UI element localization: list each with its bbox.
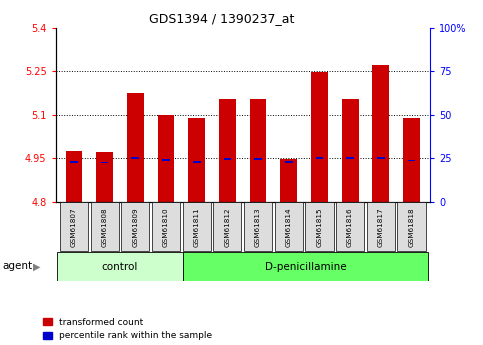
Bar bbox=[336, 202, 364, 252]
Bar bbox=[372, 65, 389, 202]
Bar bbox=[183, 253, 428, 280]
Bar bbox=[127, 93, 144, 202]
Text: GSM61810: GSM61810 bbox=[163, 207, 169, 247]
Bar bbox=[315, 157, 323, 159]
Bar bbox=[305, 202, 334, 252]
Text: GSM61818: GSM61818 bbox=[409, 207, 414, 247]
Text: GDS1394 / 1390237_at: GDS1394 / 1390237_at bbox=[150, 12, 295, 25]
Bar bbox=[408, 160, 415, 161]
Bar bbox=[70, 161, 78, 163]
Bar bbox=[275, 202, 303, 252]
Bar bbox=[213, 202, 242, 252]
Text: GSM61815: GSM61815 bbox=[316, 207, 323, 247]
Text: GSM61808: GSM61808 bbox=[101, 207, 108, 247]
Bar bbox=[398, 202, 426, 252]
Bar bbox=[224, 158, 231, 160]
Bar bbox=[96, 152, 113, 202]
Text: GSM61807: GSM61807 bbox=[71, 207, 77, 247]
Bar bbox=[183, 202, 211, 252]
Text: agent: agent bbox=[2, 262, 32, 271]
Bar bbox=[188, 118, 205, 202]
Bar bbox=[162, 159, 170, 161]
Bar bbox=[60, 202, 88, 252]
Bar bbox=[254, 158, 262, 160]
Bar bbox=[367, 202, 395, 252]
Bar bbox=[57, 253, 183, 280]
Bar bbox=[311, 72, 328, 202]
Bar bbox=[341, 99, 358, 202]
Bar bbox=[377, 157, 384, 159]
Bar bbox=[403, 118, 420, 202]
Bar bbox=[157, 115, 174, 202]
Bar bbox=[121, 202, 149, 252]
Text: GSM61812: GSM61812 bbox=[225, 207, 230, 247]
Text: control: control bbox=[102, 262, 138, 272]
Bar bbox=[193, 161, 200, 163]
Text: GSM61816: GSM61816 bbox=[347, 207, 353, 247]
Text: GSM61813: GSM61813 bbox=[255, 207, 261, 247]
Legend: transformed count, percentile rank within the sample: transformed count, percentile rank withi… bbox=[43, 318, 213, 341]
Bar bbox=[90, 202, 119, 252]
Bar bbox=[131, 157, 139, 159]
Bar bbox=[346, 157, 354, 159]
Bar bbox=[250, 99, 267, 202]
Text: GSM61811: GSM61811 bbox=[194, 207, 199, 247]
Text: GSM61814: GSM61814 bbox=[286, 207, 292, 247]
Bar bbox=[244, 202, 272, 252]
Bar bbox=[66, 151, 83, 202]
Bar bbox=[152, 202, 180, 252]
Bar bbox=[101, 162, 109, 164]
Bar bbox=[280, 159, 297, 202]
Bar bbox=[285, 161, 293, 163]
Text: D-penicillamine: D-penicillamine bbox=[265, 262, 346, 272]
Text: GSM61809: GSM61809 bbox=[132, 207, 138, 247]
Text: GSM61817: GSM61817 bbox=[378, 207, 384, 247]
Text: ▶: ▶ bbox=[33, 262, 41, 271]
Bar bbox=[219, 99, 236, 202]
